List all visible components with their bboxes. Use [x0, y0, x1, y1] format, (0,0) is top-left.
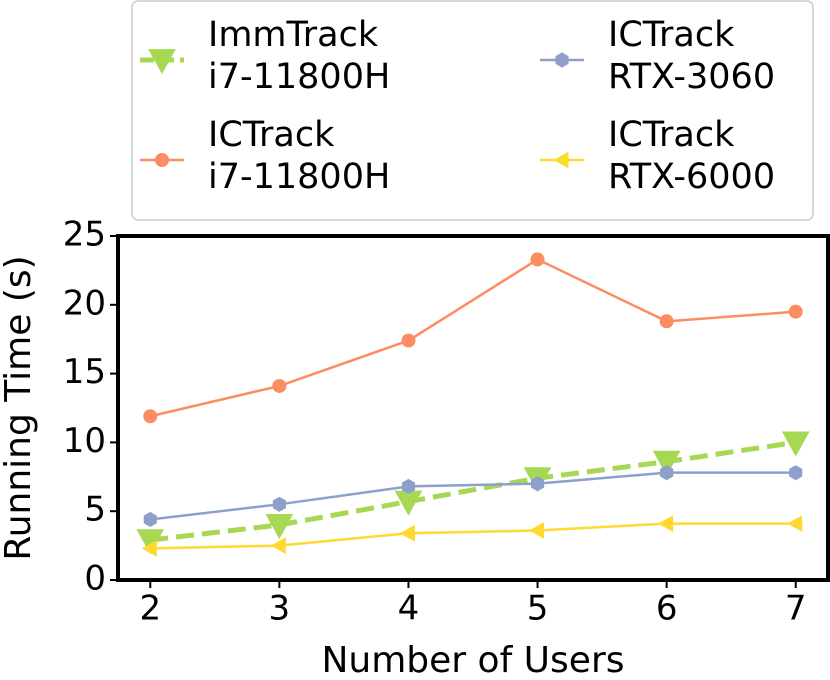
x-tick-label: 4: [398, 589, 420, 629]
series-line: [149, 257, 796, 418]
series-line: [150, 471, 796, 521]
marker: [270, 537, 286, 554]
x-tick-label: 2: [139, 589, 161, 629]
marker: [660, 465, 674, 481]
marker: [148, 49, 176, 75]
marker: [781, 431, 810, 457]
x-tick-label: 5: [527, 589, 549, 629]
y-tick-label: 20: [63, 283, 106, 323]
marker: [787, 515, 803, 532]
marker: [143, 511, 157, 528]
y-tick-label: 0: [84, 559, 106, 599]
marker: [155, 153, 169, 167]
marker: [141, 540, 157, 557]
y-tick-label: 15: [63, 352, 106, 392]
series-line: [149, 439, 797, 543]
marker: [272, 378, 287, 393]
marker: [401, 478, 416, 495]
y-axis-label: Running Time (s): [0, 255, 39, 560]
legend-label: ICTrack i7-11800H: [208, 115, 391, 197]
marker: [652, 450, 681, 476]
series-line: [150, 522, 796, 550]
x-tick-label: 6: [656, 589, 678, 629]
marker: [401, 333, 416, 348]
marker: [553, 151, 569, 169]
marker: [529, 522, 545, 539]
marker: [399, 524, 415, 542]
y-tick-label: 10: [63, 421, 106, 461]
plot-frame: [116, 234, 830, 582]
marker: [530, 476, 545, 492]
marker: [555, 52, 569, 68]
marker: [788, 304, 803, 319]
marker: [789, 465, 803, 481]
marker: [659, 314, 674, 329]
x-axis-label: Number of Users: [321, 640, 624, 680]
legend-label: ImmTrack i7-11800H: [208, 15, 391, 97]
y-tick-label: 25: [63, 215, 106, 255]
marker: [658, 515, 674, 532]
x-tick-label: 3: [269, 589, 291, 629]
y-tick-label: 5: [84, 490, 106, 530]
marker: [265, 514, 294, 539]
legend-box: [131, 0, 814, 221]
marker: [143, 409, 158, 424]
marker: [272, 496, 286, 512]
marker: [530, 252, 545, 267]
x-tick-label: 7: [785, 589, 807, 629]
legend-label: ICTrack RTX-3060: [608, 15, 776, 97]
legend-label: ICTrack RTX-6000: [608, 115, 776, 197]
